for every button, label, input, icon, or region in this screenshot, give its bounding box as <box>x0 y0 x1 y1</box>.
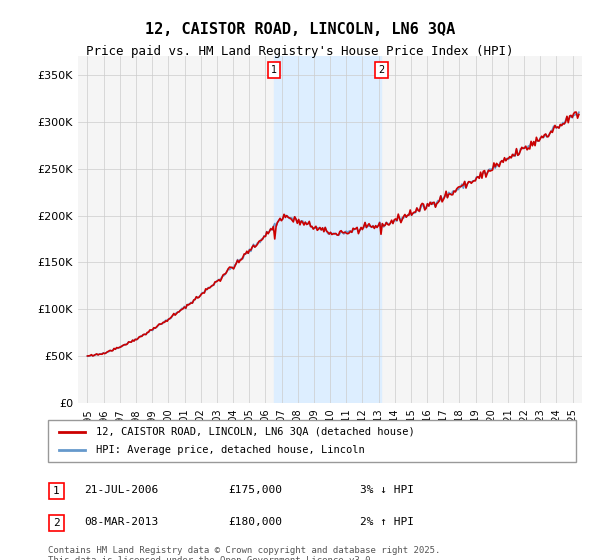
FancyBboxPatch shape <box>49 515 64 531</box>
Text: 12, CAISTOR ROAD, LINCOLN, LN6 3QA: 12, CAISTOR ROAD, LINCOLN, LN6 3QA <box>145 22 455 38</box>
Text: £180,000: £180,000 <box>228 517 282 527</box>
Text: Price paid vs. HM Land Registry's House Price Index (HPI): Price paid vs. HM Land Registry's House … <box>86 45 514 58</box>
Text: 1: 1 <box>53 486 60 496</box>
Text: 08-MAR-2013: 08-MAR-2013 <box>84 517 158 527</box>
Text: 12, CAISTOR ROAD, LINCOLN, LN6 3QA (detached house): 12, CAISTOR ROAD, LINCOLN, LN6 3QA (deta… <box>95 427 414 437</box>
Text: 2: 2 <box>379 65 385 75</box>
Text: 2% ↑ HPI: 2% ↑ HPI <box>360 517 414 527</box>
FancyBboxPatch shape <box>49 483 64 499</box>
Text: 21-JUL-2006: 21-JUL-2006 <box>84 485 158 495</box>
Text: HPI: Average price, detached house, Lincoln: HPI: Average price, detached house, Linc… <box>95 445 364 455</box>
Text: 2: 2 <box>53 518 60 528</box>
Text: 1: 1 <box>271 65 277 75</box>
Text: £175,000: £175,000 <box>228 485 282 495</box>
FancyBboxPatch shape <box>48 420 576 462</box>
Text: Contains HM Land Registry data © Crown copyright and database right 2025.
This d: Contains HM Land Registry data © Crown c… <box>48 546 440 560</box>
Text: 3% ↓ HPI: 3% ↓ HPI <box>360 485 414 495</box>
Bar <box>274 56 382 403</box>
